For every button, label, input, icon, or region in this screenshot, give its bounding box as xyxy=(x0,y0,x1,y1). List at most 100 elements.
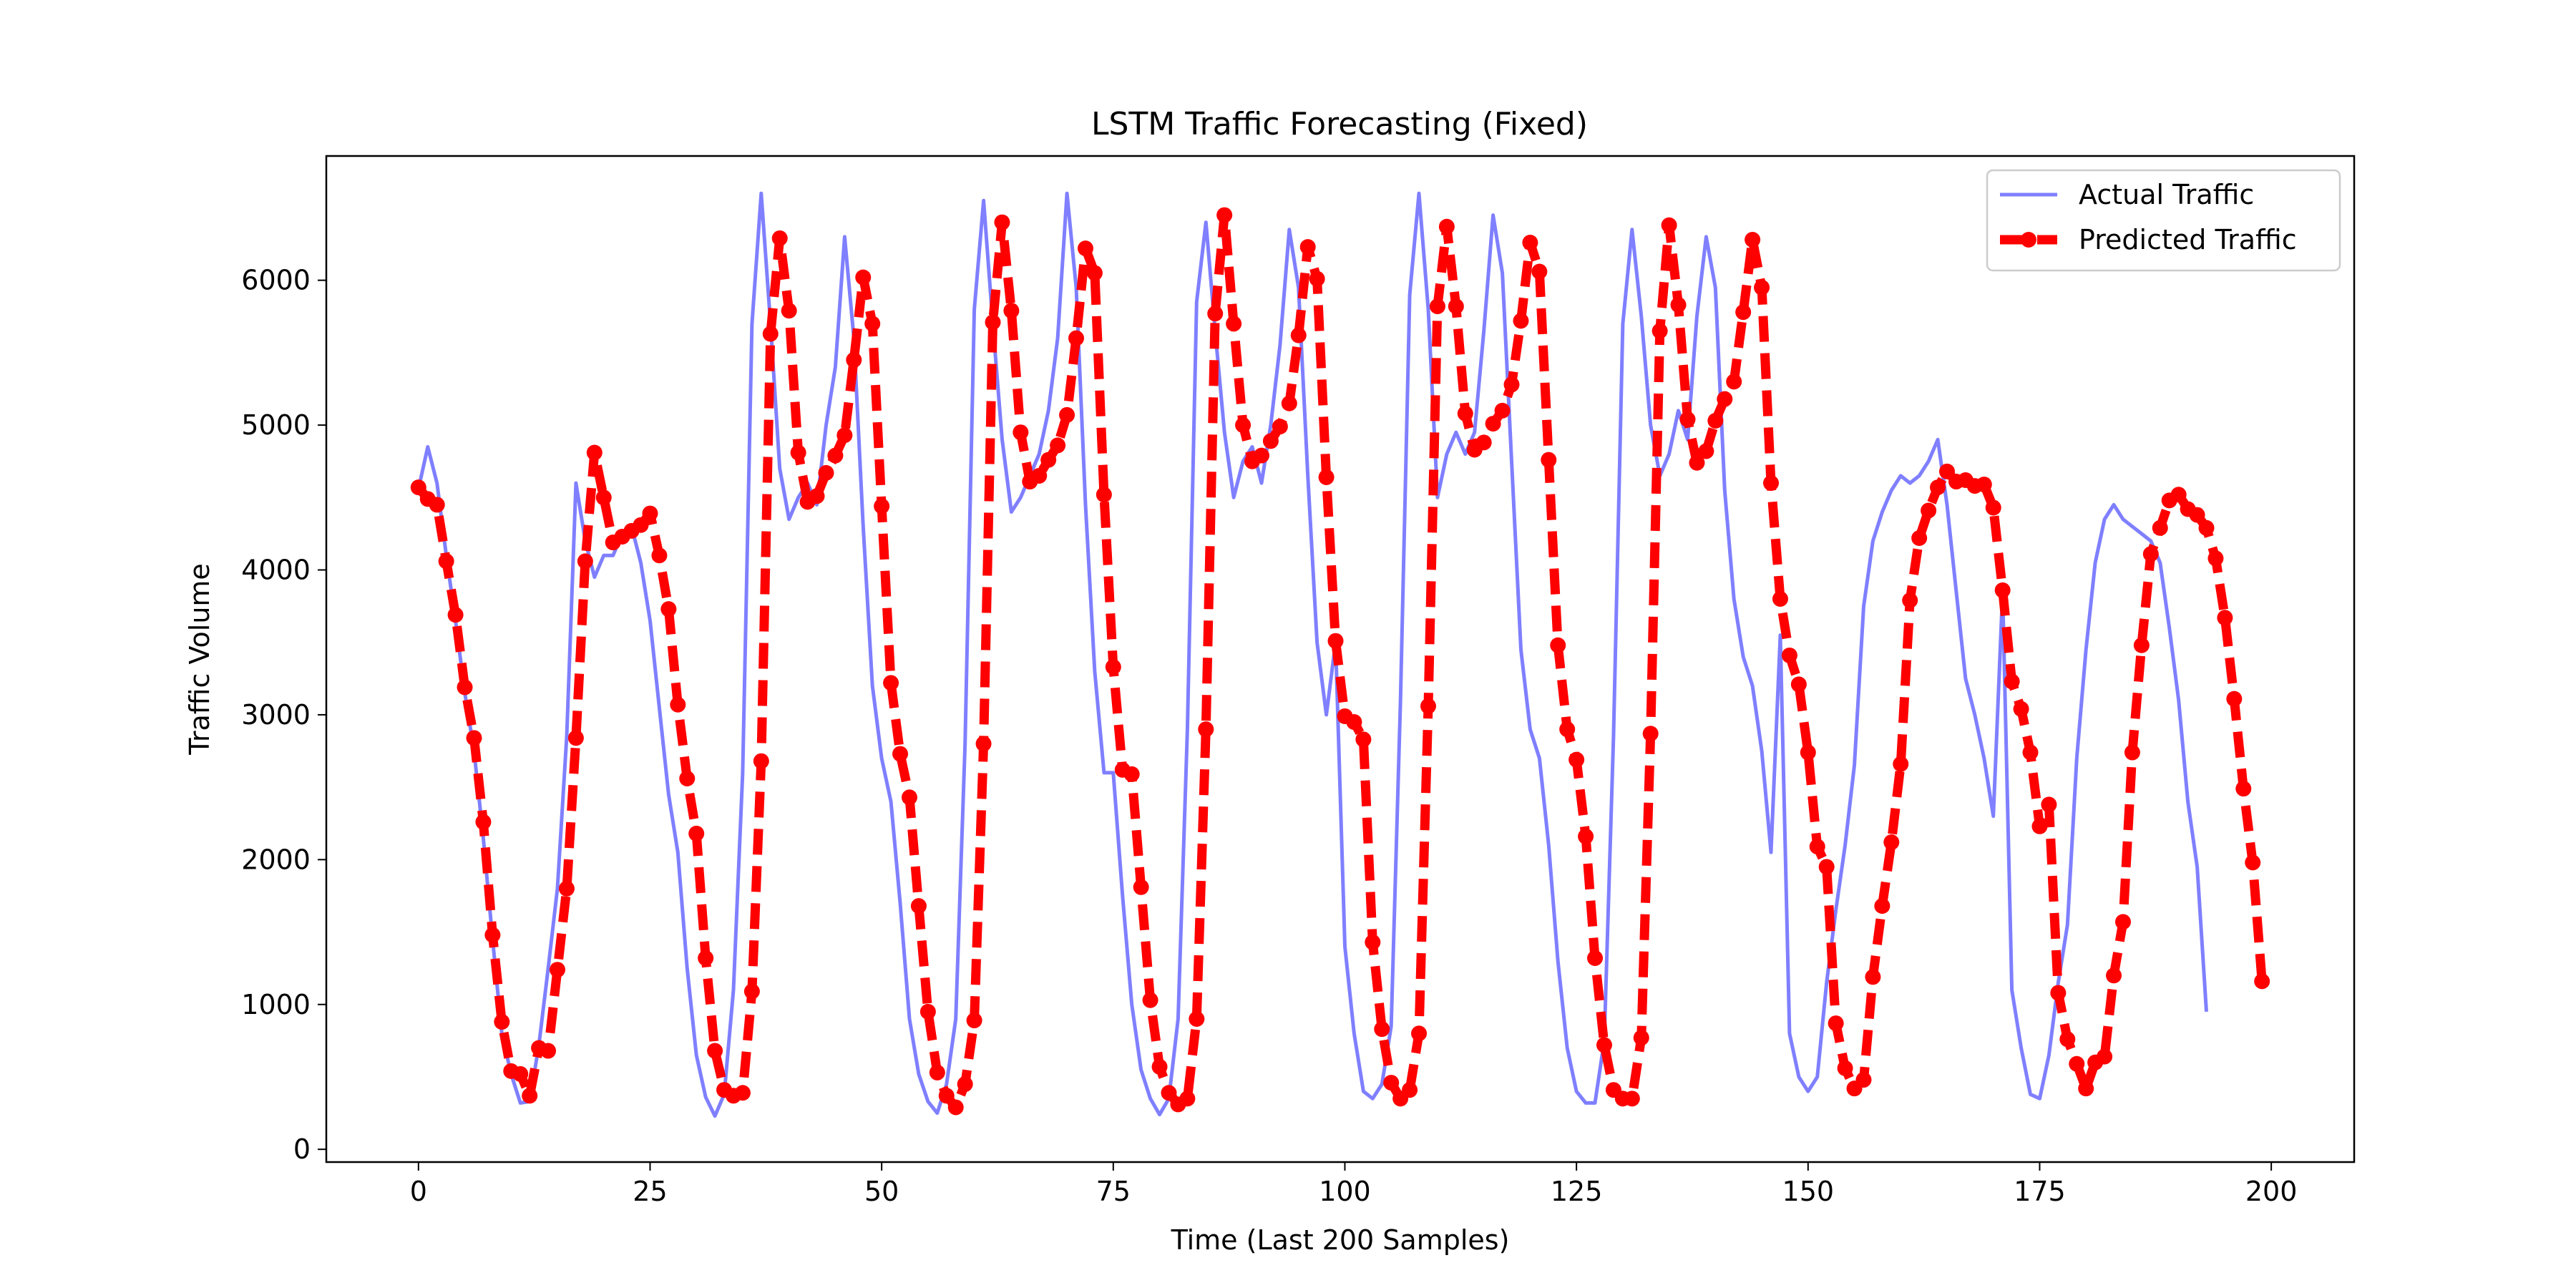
predicted-point xyxy=(1448,298,1464,315)
predicted-point xyxy=(475,814,492,830)
predicted-point xyxy=(947,1099,964,1116)
predicted-point xyxy=(1133,879,1149,895)
predicted-point xyxy=(883,675,899,691)
predicted-point xyxy=(512,1065,529,1082)
predicted-point xyxy=(743,983,760,1000)
predicted-point xyxy=(2004,673,2020,690)
y-tick-label: 0 xyxy=(293,1133,311,1165)
predicted-point xyxy=(1142,992,1158,1008)
x-tick-label: 150 xyxy=(1782,1176,1835,1207)
predicted-point xyxy=(1754,279,1770,296)
predicted-point xyxy=(1013,424,1029,441)
predicted-point xyxy=(2097,1048,2113,1065)
predicted-point xyxy=(707,1043,723,1059)
predicted-point xyxy=(1828,1015,1844,1032)
x-tick-label: 50 xyxy=(864,1176,899,1207)
series-layer xyxy=(410,191,2270,1118)
y-tick-label: 2000 xyxy=(241,844,311,875)
predicted-point xyxy=(1837,1060,1853,1076)
predicted-point xyxy=(809,488,825,504)
predicted-point xyxy=(2031,818,2048,834)
predicted-point xyxy=(1355,731,1372,748)
predicted-point xyxy=(651,547,668,564)
predicted-point xyxy=(1299,239,1316,255)
predicted-point xyxy=(1642,726,1659,742)
predicted-point xyxy=(2245,854,2261,871)
predicted-point xyxy=(1698,443,1714,459)
predicted-point xyxy=(1105,659,1121,675)
predicted-point xyxy=(522,1088,538,1104)
predicted-point xyxy=(2114,914,2131,930)
predicted-point xyxy=(1874,898,1890,914)
predicted-point xyxy=(2078,1080,2094,1097)
predicted-point xyxy=(1911,530,1928,546)
x-tick-label: 100 xyxy=(1319,1176,1371,1207)
predicted-point xyxy=(2207,550,2224,567)
predicted-point xyxy=(994,214,1010,230)
predicted-point xyxy=(2170,487,2187,503)
predicted-point xyxy=(1151,1058,1168,1075)
predicted-point xyxy=(1235,417,1252,434)
predicted-point xyxy=(1262,433,1279,449)
y-tick-label: 1000 xyxy=(241,989,311,1020)
predicted-point xyxy=(1429,298,1445,315)
predicted-point xyxy=(2050,985,2067,1001)
x-tick-label: 0 xyxy=(410,1176,427,1207)
predicted-point xyxy=(1327,633,1344,649)
predicted-point xyxy=(2198,519,2215,536)
legend-box xyxy=(1986,169,2341,272)
y-tick-label: 4000 xyxy=(241,555,311,586)
predicted-point xyxy=(2217,610,2233,626)
predicted-point xyxy=(836,427,853,444)
predicted-point xyxy=(1790,676,1807,693)
predicted-point xyxy=(938,1088,955,1104)
predicted-point xyxy=(2226,691,2243,707)
predicted-point xyxy=(1726,374,1742,390)
x-tick-label: 175 xyxy=(2014,1176,2066,1207)
predicted-point xyxy=(901,789,917,806)
predicted-point xyxy=(1457,405,1473,421)
predicted-point xyxy=(1938,463,1955,479)
predicted-point xyxy=(1652,323,1668,339)
predicted-point xyxy=(1596,1037,1612,1053)
predicted-point xyxy=(1707,413,1724,429)
predicted-point xyxy=(550,962,566,978)
predicted-point xyxy=(2106,967,2122,984)
predicted-point xyxy=(1290,327,1307,343)
predicted-point xyxy=(1253,447,1269,464)
predicted-point xyxy=(734,1085,751,1101)
predicted-point xyxy=(1513,313,1529,329)
predicted-point xyxy=(1865,969,1881,985)
predicted-point xyxy=(429,497,445,513)
series-line-actual-traffic xyxy=(416,191,2208,1118)
predicted-point xyxy=(1123,766,1140,782)
predicted-point xyxy=(1420,698,1436,714)
predicted-point xyxy=(1661,217,1677,233)
predicted-point xyxy=(1976,477,1992,493)
predicted-point xyxy=(1383,1075,1400,1091)
predicted-point xyxy=(1318,469,1335,485)
predicted-point xyxy=(586,444,602,461)
series-line-predicted-traffic xyxy=(414,210,2267,1112)
predicted-point xyxy=(1031,467,1048,484)
predicted-point xyxy=(1216,207,1233,223)
y-tick-label: 3000 xyxy=(241,699,311,731)
predicted-point xyxy=(1207,306,1224,322)
predicted-point xyxy=(818,464,834,481)
predicted-point xyxy=(1735,304,1752,321)
predicted-point xyxy=(577,553,593,570)
predicted-point xyxy=(1994,582,2011,598)
predicted-point xyxy=(1550,637,1566,653)
predicted-point xyxy=(762,326,779,342)
predicted-point xyxy=(1411,1025,1428,1042)
predicted-point xyxy=(1077,240,1093,257)
y-axis: 0 1000 2000 3000 4000 5000 6000 xyxy=(241,265,326,1165)
predicted-point xyxy=(1689,454,1705,471)
predicted-point xyxy=(1772,590,1788,607)
predicted-point xyxy=(846,352,862,369)
predicted-point xyxy=(1818,859,1835,875)
predicted-point xyxy=(1745,231,1761,248)
predicted-point xyxy=(1068,330,1085,346)
predicted-point xyxy=(670,696,686,713)
